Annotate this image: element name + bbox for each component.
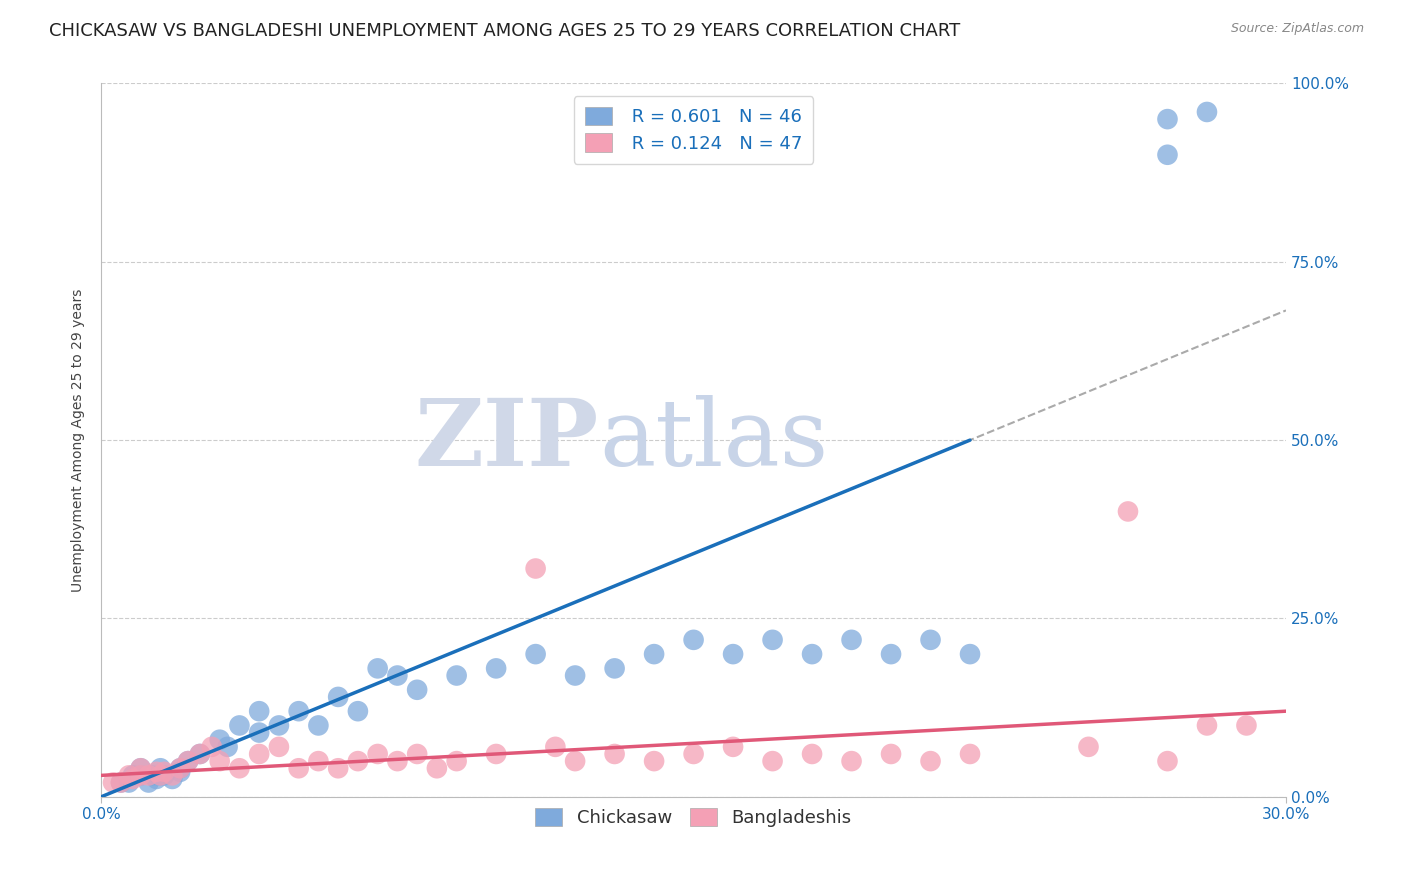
Point [101, 775, 124, 789]
Point [149, 768, 172, 782]
Point [149, 761, 172, 775]
Point [162, 772, 184, 786]
Point [682, 747, 704, 761]
Point [142, 768, 165, 782]
Point [118, 775, 141, 789]
Point [153, 768, 176, 782]
Point [177, 754, 200, 768]
Point [267, 739, 290, 754]
Point [129, 768, 152, 782]
Point [367, 661, 389, 675]
Point [169, 761, 191, 775]
Point [149, 768, 172, 782]
Point [387, 668, 409, 682]
Point [110, 775, 132, 789]
Point [138, 775, 160, 789]
Point [920, 754, 942, 768]
Point [1195, 105, 1218, 120]
Point [959, 647, 981, 661]
Point [367, 747, 389, 761]
Point [406, 682, 429, 697]
Point [524, 561, 547, 575]
Point [801, 747, 824, 761]
Point [880, 747, 903, 761]
Point [801, 647, 824, 661]
Point [247, 704, 270, 718]
Point [603, 747, 626, 761]
Point [387, 754, 409, 768]
Point [643, 754, 665, 768]
Point [544, 739, 567, 754]
Point [841, 754, 863, 768]
Point [643, 647, 665, 661]
Point [485, 747, 508, 761]
Point [169, 761, 191, 775]
Point [145, 772, 167, 786]
Point [307, 718, 329, 732]
Point [121, 768, 143, 782]
Point [287, 704, 309, 718]
Point [880, 647, 903, 661]
Legend: Chickasaw, Bangladeshis: Chickasaw, Bangladeshis [529, 800, 859, 834]
Point [208, 732, 231, 747]
Text: CHICKASAW VS BANGLADESHI UNEMPLOYMENT AMONG AGES 25 TO 29 YEARS CORRELATION CHAR: CHICKASAW VS BANGLADESHI UNEMPLOYMENT AM… [49, 22, 960, 40]
Point [287, 761, 309, 775]
Point [129, 768, 152, 782]
Point [761, 754, 783, 768]
Point [603, 661, 626, 675]
Text: atlas: atlas [599, 395, 828, 485]
Point [328, 761, 350, 775]
Point [1156, 148, 1178, 162]
Point [1236, 718, 1258, 732]
Point [328, 690, 350, 704]
Point [761, 632, 783, 647]
Point [129, 761, 152, 775]
Text: ZIP: ZIP [415, 395, 599, 485]
Point [347, 704, 370, 718]
Point [145, 764, 167, 779]
Point [682, 632, 704, 647]
Point [228, 761, 250, 775]
Point [485, 661, 508, 675]
Point [1195, 718, 1218, 732]
Point [188, 747, 211, 761]
Point [188, 747, 211, 761]
Point [247, 747, 270, 761]
Point [406, 747, 429, 761]
Text: Source: ZipAtlas.com: Source: ZipAtlas.com [1230, 22, 1364, 36]
Point [426, 761, 449, 775]
Point [1156, 112, 1178, 127]
Point [721, 647, 744, 661]
Point [721, 739, 744, 754]
Point [307, 754, 329, 768]
Point [153, 764, 176, 779]
Point [446, 754, 468, 768]
Point [110, 775, 132, 789]
Point [217, 739, 239, 754]
Point [564, 754, 586, 768]
Y-axis label: Unemployment Among Ages 25 to 29 years: Unemployment Among Ages 25 to 29 years [72, 288, 86, 591]
Point [1156, 754, 1178, 768]
Point [1116, 504, 1139, 518]
Point [920, 632, 942, 647]
Point [208, 754, 231, 768]
Point [564, 668, 586, 682]
Point [228, 718, 250, 732]
Point [841, 632, 863, 647]
Point [1077, 739, 1099, 754]
Point [169, 764, 191, 779]
Point [267, 718, 290, 732]
Point [121, 772, 143, 786]
Point [162, 768, 184, 782]
Point [201, 739, 224, 754]
Point [138, 768, 160, 782]
Point [347, 754, 370, 768]
Point [247, 725, 270, 739]
Point [177, 754, 200, 768]
Point [446, 668, 468, 682]
Point [118, 768, 141, 782]
Point [129, 761, 152, 775]
Point [959, 747, 981, 761]
Point [524, 647, 547, 661]
